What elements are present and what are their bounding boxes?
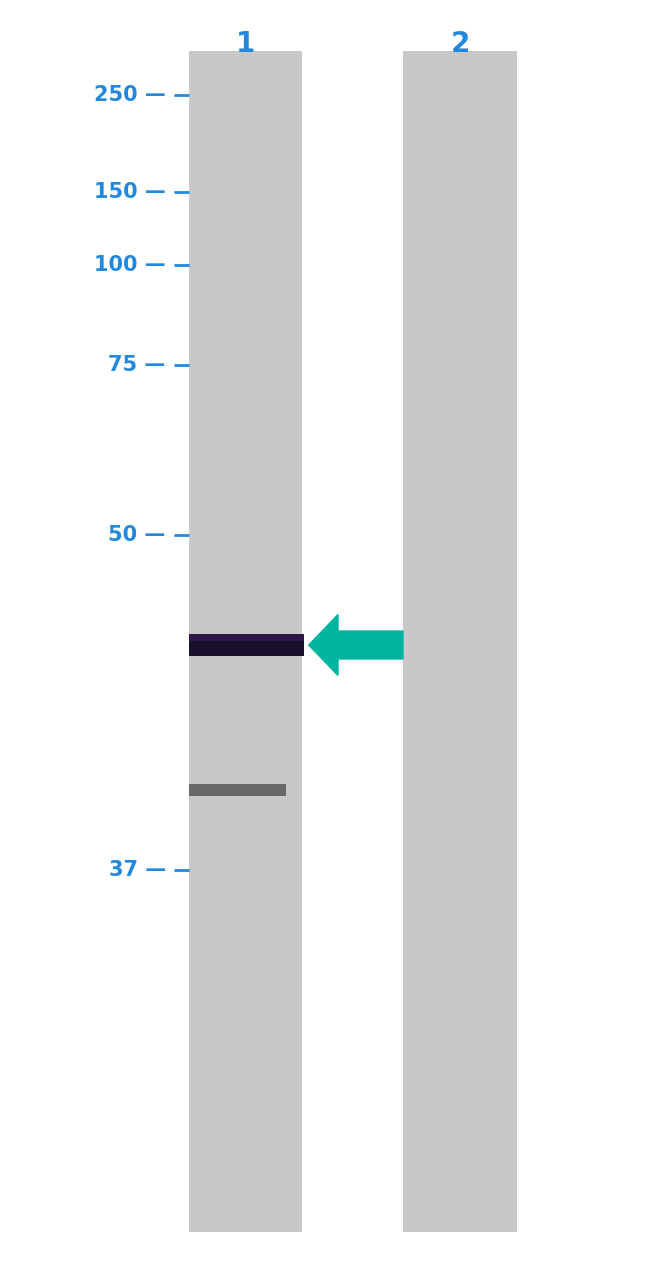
Text: 150 —: 150 — [94, 182, 166, 202]
Text: 1: 1 [236, 30, 255, 58]
Text: 50 —: 50 — [109, 525, 166, 545]
Text: 100 —: 100 — [94, 255, 166, 276]
Text: 250 —: 250 — [94, 85, 166, 105]
Bar [188, 634, 304, 640]
Text: 37 —: 37 — [109, 860, 166, 880]
Bar [403, 51, 517, 1232]
FancyArrow shape [309, 615, 403, 676]
Text: 75 —: 75 — [109, 356, 166, 375]
Bar [188, 784, 286, 796]
Text: 2: 2 [450, 30, 470, 58]
Bar [188, 634, 304, 657]
Bar [188, 51, 302, 1232]
